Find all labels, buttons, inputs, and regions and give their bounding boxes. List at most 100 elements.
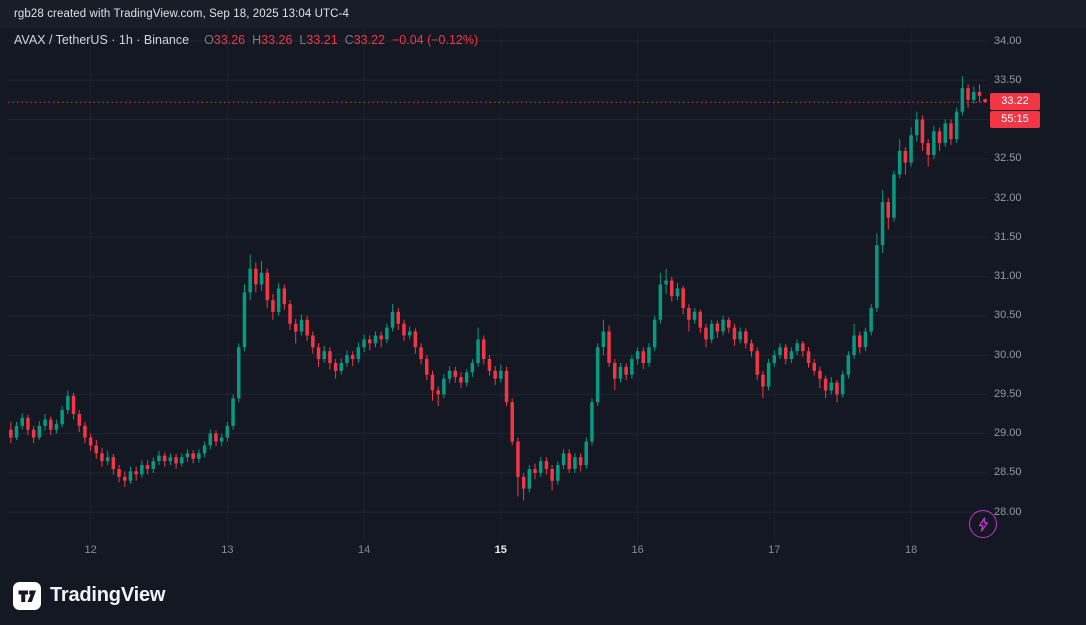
candle-body <box>516 441 520 477</box>
candle-body <box>903 150 908 163</box>
candle-body <box>954 111 959 140</box>
candle-body <box>20 417 24 426</box>
candle-body <box>932 131 936 155</box>
time-axis[interactable]: 12 13 14 15 16 17 18 <box>0 544 1086 562</box>
candle-body <box>470 363 475 373</box>
candle-body <box>858 335 862 348</box>
candle-body <box>180 457 184 464</box>
candle-body <box>123 476 127 481</box>
candle-body <box>43 419 47 426</box>
candle-body <box>823 378 828 391</box>
candle-body <box>567 453 571 469</box>
time-axis-label: 16 <box>631 544 644 556</box>
candle-body <box>943 123 947 143</box>
candle-body <box>94 445 98 454</box>
candle-body <box>191 453 195 459</box>
candle-body <box>801 343 805 352</box>
candle-body <box>539 461 543 473</box>
candle-body <box>590 402 594 442</box>
candle-body <box>789 351 794 360</box>
candle-body <box>31 429 36 438</box>
tradingview-logo[interactable]: TradingView <box>13 581 166 610</box>
candle-body <box>83 425 87 438</box>
candle-body <box>197 453 201 459</box>
candle-body <box>60 410 64 425</box>
candle-body <box>436 390 440 395</box>
candle-body <box>727 319 731 328</box>
candle-body <box>311 335 315 348</box>
candle-body <box>128 471 133 481</box>
candle-body <box>487 359 492 371</box>
symbol-title[interactable]: AVAX / TetherUS · 1h · Binance <box>14 33 190 47</box>
candle-body <box>385 327 389 340</box>
candle-body <box>49 419 53 430</box>
candle-body <box>670 280 674 297</box>
candle-body <box>419 347 423 360</box>
candle-body <box>937 131 942 144</box>
candle-body <box>237 347 241 399</box>
candle-body <box>151 461 155 469</box>
ohlc-readout: O33.26 H33.26 L33.21 C33.22 −0.04 (−0.12%) <box>197 33 478 47</box>
price-axis-label: 32.00 <box>994 191 1022 204</box>
time-axis-label: 17 <box>768 544 781 556</box>
candle-body <box>533 469 537 473</box>
candle-body <box>390 311 395 328</box>
candle-body <box>140 465 144 475</box>
candle-body <box>368 339 372 344</box>
candle-body <box>909 135 913 163</box>
lightning-icon[interactable] <box>969 510 997 538</box>
candle-body <box>880 202 885 246</box>
candle-body <box>231 398 235 426</box>
price-axis[interactable]: 34.0033.5033.0032.5032.0031.5031.0030.50… <box>992 0 1086 560</box>
candle-body <box>738 331 742 340</box>
candle-body <box>761 374 765 387</box>
candle-body <box>829 382 833 391</box>
candle-body <box>37 425 42 438</box>
candle-body <box>846 355 851 375</box>
candle-body <box>282 288 287 305</box>
candle-body <box>265 272 269 301</box>
candle-body <box>254 268 258 285</box>
candle-body <box>573 457 577 469</box>
candle-body <box>521 476 526 489</box>
candle-body <box>356 347 361 360</box>
time-axis-label: 13 <box>221 544 234 556</box>
candle-body <box>806 351 811 363</box>
candle-body <box>447 370 452 379</box>
candle-body <box>174 457 178 464</box>
candle-body <box>709 323 714 340</box>
candle-body <box>185 453 190 458</box>
price-axis-label: 29.50 <box>994 387 1022 400</box>
candle-body <box>732 327 737 340</box>
time-axis-label: 15 <box>494 544 507 556</box>
price-axis-label: 29.00 <box>994 427 1022 440</box>
candle-body <box>459 377 463 383</box>
candle-body <box>88 437 93 446</box>
candle-body <box>328 351 332 363</box>
time-axis-label: 18 <box>904 544 918 556</box>
candle-body <box>556 465 560 481</box>
candle-body <box>77 414 81 426</box>
candle-body <box>983 99 987 103</box>
candle-body <box>744 331 748 344</box>
candle-body <box>652 319 657 348</box>
candle-body <box>316 347 321 360</box>
candle-body <box>704 327 708 340</box>
price-axis-label: 28.50 <box>994 466 1022 479</box>
candle-body <box>26 417 30 430</box>
candle-body <box>835 382 839 395</box>
candle-body <box>641 351 645 363</box>
symbol-legend[interactable]: AVAX / TetherUS · 1h · Binance O33.26 H33.… <box>14 33 478 47</box>
price-axis-label: 31.50 <box>994 230 1022 243</box>
candle-body <box>681 288 685 308</box>
candle-body <box>271 300 275 312</box>
candle-body <box>766 363 771 387</box>
price-axis-label: 32.50 <box>994 152 1022 165</box>
brand-wordmark: TradingView <box>50 584 166 606</box>
last-price-badge: 33.22 55:15 <box>990 93 1040 129</box>
candle-body <box>453 370 457 378</box>
candle-body <box>276 288 281 312</box>
candle-body <box>863 331 868 348</box>
candle-body <box>504 370 509 403</box>
